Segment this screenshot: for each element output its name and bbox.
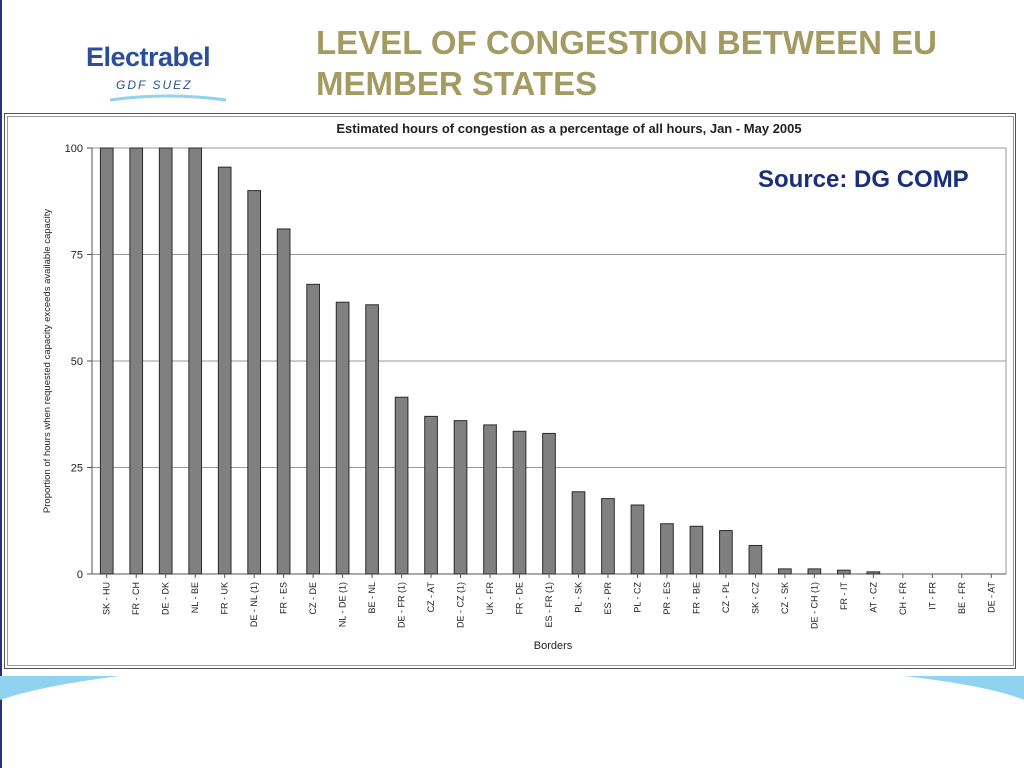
- bar: [129, 147, 144, 575]
- x-tick-label: FR - IT: [839, 582, 849, 610]
- x-tick-label: ES - PR: [603, 582, 613, 615]
- x-tick-label: BE - FR: [957, 582, 967, 615]
- x-tick-label: FR - DE: [515, 582, 525, 615]
- x-tick-label: BE - NL: [367, 582, 377, 614]
- bar: [512, 430, 527, 575]
- bar: [158, 147, 173, 575]
- x-tick-label: FR - ES: [279, 582, 289, 614]
- x-tick-label: PL - SK: [573, 582, 583, 613]
- x-tick-label: CZ - SK: [780, 582, 790, 614]
- bar: [748, 544, 763, 575]
- bar: [306, 283, 320, 575]
- x-tick-label: CZ - PL: [721, 582, 731, 613]
- bar: [188, 147, 203, 575]
- x-tick-label: DE - CZ (1): [456, 582, 466, 628]
- x-tick-label: IT - FR: [927, 582, 937, 610]
- y-tick-label: 50: [71, 356, 83, 368]
- bar: [335, 301, 350, 575]
- x-tick-label: DE - CH (1): [809, 582, 819, 629]
- x-tick-label: UK - FR: [485, 582, 495, 615]
- x-tick-label: FR - BE: [691, 582, 701, 614]
- chart-frame-inner: [7, 116, 1014, 666]
- bar: [689, 525, 704, 575]
- bar: [571, 491, 586, 575]
- bar: [424, 415, 438, 575]
- x-tick-label: DE - AT: [986, 582, 996, 613]
- electrabel-logo: Electrabel GDF SUEZ: [86, 42, 236, 102]
- slide-left-rule: [0, 0, 2, 768]
- x-tick-label: PR - ES: [662, 582, 672, 615]
- y-axis-label: Proportion of hours when requested capac…: [42, 209, 53, 513]
- bar: [778, 568, 792, 575]
- x-axis-label: Borders: [534, 640, 573, 652]
- bar: [483, 424, 497, 575]
- x-tick-label: ES - FR (1): [544, 582, 554, 628]
- bar: [217, 166, 232, 575]
- bar: [542, 432, 556, 575]
- x-tick-label: DE - DK: [161, 582, 171, 615]
- x-tick-label: SK - CZ: [750, 582, 760, 615]
- x-tick-label: AT - CZ: [868, 582, 878, 613]
- logo-wordmark: Electrabel: [86, 42, 211, 72]
- x-tick-label: SK - HU: [102, 582, 112, 615]
- decorative-wave-left: [0, 676, 120, 700]
- bar: [601, 498, 615, 575]
- x-tick-label: FR - CH: [131, 582, 141, 615]
- bar: [453, 420, 468, 575]
- bar: [719, 530, 733, 575]
- y-tick-label: 75: [71, 250, 83, 262]
- y-tick-label: 100: [65, 143, 83, 155]
- x-tick-label: CH - FR: [898, 582, 908, 615]
- bar: [807, 568, 822, 575]
- logo-swoosh-icon: [109, 94, 227, 102]
- slide-title-line-1: LEVEL OF CONGESTION BETWEEN EU: [316, 24, 937, 61]
- bar: [276, 228, 291, 575]
- chart-frame: [4, 113, 1016, 669]
- x-tick-label: DE - NL (1): [249, 582, 259, 627]
- x-tick-label: DE - FR (1): [397, 582, 407, 628]
- bar: [866, 571, 881, 575]
- x-tick-label: PL - CZ: [632, 582, 642, 613]
- decorative-wave-right: [904, 676, 1024, 700]
- x-tick-label: CZ - AT: [426, 582, 436, 613]
- logo-subbrand: GDF SUEZ: [116, 78, 193, 92]
- y-tick-label: 0: [77, 569, 83, 581]
- source-note: Source: DG COMP: [758, 166, 969, 193]
- chart-title: Estimated hours of congestion as a perce…: [336, 121, 801, 136]
- bar: [365, 304, 379, 575]
- bar: [247, 190, 262, 575]
- bar: [630, 504, 645, 575]
- y-tick-label: 25: [71, 463, 83, 475]
- bar: [836, 569, 851, 575]
- slide-title-line-2: MEMBER STATES: [316, 65, 598, 102]
- slide-title: LEVEL OF CONGESTION BETWEEN EU MEMBER ST…: [316, 22, 1006, 104]
- bar: [660, 523, 674, 575]
- bar: [394, 396, 409, 575]
- bar: [99, 147, 114, 575]
- x-tick-label: CZ - DE: [308, 582, 318, 615]
- x-tick-label: NL - DE (1): [338, 582, 348, 627]
- x-tick-label: FR - UK: [220, 582, 230, 615]
- x-tick-label: NL - BE: [190, 582, 200, 613]
